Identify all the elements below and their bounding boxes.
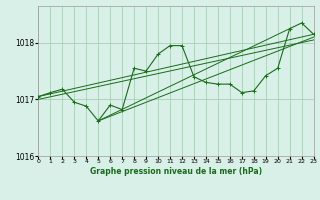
X-axis label: Graphe pression niveau de la mer (hPa): Graphe pression niveau de la mer (hPa)	[90, 167, 262, 176]
